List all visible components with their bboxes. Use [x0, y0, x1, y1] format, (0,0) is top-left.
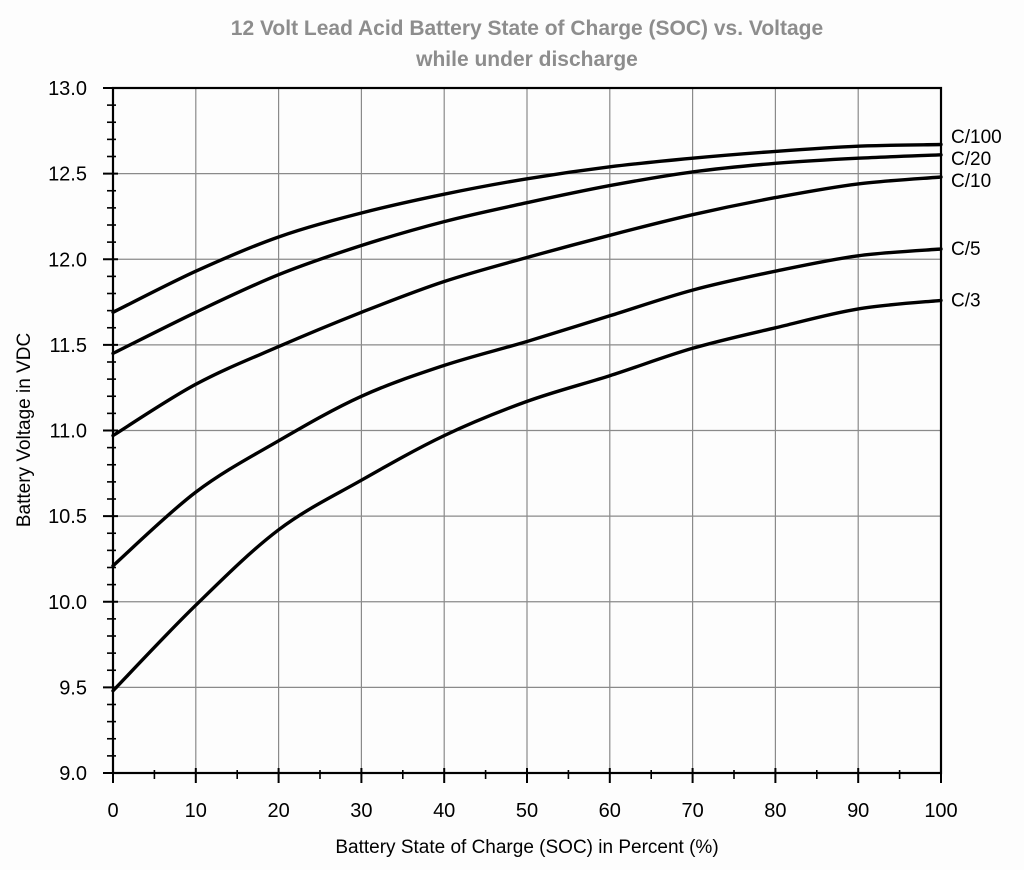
curve-layer: [111, 142, 943, 693]
curve-c10: [111, 175, 943, 438]
y-tick-label: 10.5: [48, 506, 87, 528]
y-axis-title: Battery Voltage in VDC: [14, 333, 35, 527]
grid-layer: [113, 88, 941, 773]
curve-label-c3: C/3: [951, 290, 981, 311]
x-tick-label: 20: [267, 800, 289, 822]
y-tick-label: 11.0: [50, 421, 87, 443]
curve-c3: [111, 298, 943, 693]
curve-label-c20: C/20: [951, 149, 991, 170]
curve-label-c100: C/100: [951, 127, 1002, 148]
x-tick-label: 10: [185, 800, 207, 822]
x-tick-label: 80: [764, 800, 786, 822]
y-tick-label: 12.5: [48, 164, 87, 186]
y-tick-label: 10.0: [48, 592, 87, 614]
curve-c5: [111, 247, 943, 568]
x-tick-label: 100: [924, 800, 957, 822]
chart-title: 12 Volt Lead Acid Battery State of Charg…: [230, 17, 824, 40]
y-tick-label: 9.5: [59, 677, 87, 699]
x-tick-label: 0: [107, 800, 118, 822]
tick-layer: [103, 86, 943, 783]
x-tick-label: 90: [847, 800, 869, 822]
x-axis-title: Battery State of Charge (SOC) in Percent…: [335, 837, 718, 858]
x-tick-label: 50: [516, 800, 538, 822]
label-layer: 0 10 20 30 40 50 60 70 80 90 100 9.0 9.5 10.0 10.5 11.0…: [48, 78, 1002, 822]
y-tick-label: 11.5: [50, 335, 87, 357]
y-tick-label: 12.0: [48, 249, 87, 271]
x-tick-label: 30: [350, 800, 372, 822]
chart-subtitle: while under discharge: [416, 48, 638, 71]
curve-c100: [111, 142, 943, 314]
x-tick-label: 40: [433, 800, 455, 822]
y-tick-label: 9.0: [59, 763, 87, 785]
curve-label-c10: C/10: [951, 171, 991, 192]
y-tick-label: 13.0: [48, 78, 87, 100]
x-tick-label: 70: [681, 800, 703, 822]
curve-label-c5: C/5: [951, 239, 981, 260]
chart-title-block: 12 Volt Lead Acid Battery State of Charg…: [113, 13, 941, 75]
x-tick-label: 60: [599, 800, 621, 822]
curve-c20: [111, 153, 943, 356]
